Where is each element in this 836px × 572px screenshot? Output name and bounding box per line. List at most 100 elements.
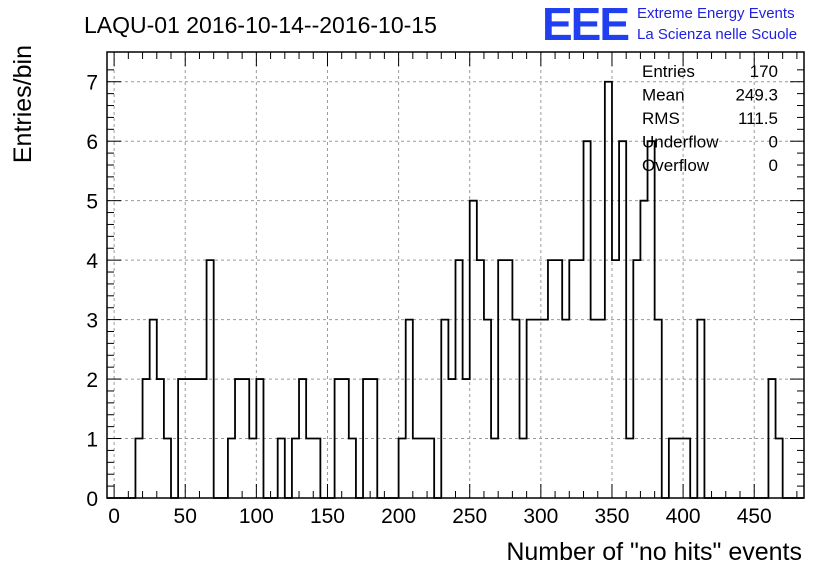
stats-label: Underflow xyxy=(642,133,719,152)
histogram-bin xyxy=(544,260,551,498)
histogram-bin xyxy=(231,379,238,498)
x-tick-label: 200 xyxy=(381,505,416,528)
histogram-bin xyxy=(466,201,473,498)
eee-logo: EEE Extreme Energy Events La Scienza nel… xyxy=(542,0,797,50)
histogram-bin xyxy=(189,379,196,498)
histogram-bin xyxy=(160,439,167,498)
stats-label: Overflow xyxy=(642,156,710,175)
y-tick-label: 7 xyxy=(86,72,98,95)
histogram-bin xyxy=(310,439,317,498)
histogram-bin xyxy=(772,439,779,498)
histogram-bin xyxy=(516,439,523,498)
logo-line-1: Extreme Energy Events xyxy=(637,5,795,22)
histogram-bin xyxy=(452,260,459,498)
x-axis-title: Number of "no hits" events xyxy=(506,538,802,566)
histogram-bin xyxy=(594,320,601,498)
histogram-bin xyxy=(345,439,352,498)
stats-label: Mean xyxy=(642,86,685,105)
x-tick-label: 400 xyxy=(666,505,701,528)
histogram-bin xyxy=(203,260,210,498)
x-tick-label: 300 xyxy=(523,505,558,528)
histogram-bin xyxy=(665,439,672,498)
histogram-bin xyxy=(509,320,516,498)
histogram-bin xyxy=(644,141,651,498)
axis-ticks xyxy=(107,52,804,499)
histogram-bin xyxy=(402,320,409,498)
histogram-bin xyxy=(274,439,281,498)
histogram-bin xyxy=(694,320,701,498)
y-tick-label: 5 xyxy=(86,191,98,214)
logo-letters: EEE xyxy=(542,0,628,50)
stats-value: 249.3 xyxy=(735,86,778,105)
histogram-bin xyxy=(359,379,366,498)
stats-value: 0 xyxy=(769,156,778,175)
chart-title: LAQU-01 2016-10-14--2016-10-15 xyxy=(84,12,437,38)
histogram-bin xyxy=(196,379,203,498)
histogram-bin xyxy=(523,320,530,498)
histogram-bin xyxy=(139,379,146,498)
histogram-bin xyxy=(672,439,679,498)
histogram-bin xyxy=(182,379,189,498)
histogram-bin xyxy=(566,260,573,498)
histogram-bin xyxy=(438,320,445,498)
histogram-bin xyxy=(480,320,487,498)
x-tick-label: 150 xyxy=(310,505,345,528)
histogram-bin xyxy=(331,379,338,498)
histogram-bin xyxy=(132,439,139,498)
histogram-bin xyxy=(338,379,345,498)
x-tick-label: 450 xyxy=(737,505,772,528)
x-tick-label: 250 xyxy=(452,505,487,528)
histogram-bin xyxy=(303,439,310,498)
stats-value: 0 xyxy=(769,133,778,152)
stats-value: 111.5 xyxy=(738,109,778,128)
logo-line-2: La Scienza nelle Scuole xyxy=(637,26,797,43)
stats-box: Entries 170 Mean 249.3 RMS 111.5 Underflow 0 Ove… xyxy=(642,62,778,175)
histogram-bin xyxy=(616,141,623,498)
histogram-bin xyxy=(409,439,416,498)
histogram-bin xyxy=(423,439,430,498)
histogram-bin xyxy=(637,201,644,498)
histogram-bin xyxy=(587,320,594,498)
x-tick-label: 0 xyxy=(108,505,120,528)
y-tick-labels: 0 1 2 3 4 5 6 7 xyxy=(86,72,98,511)
histogram-bin xyxy=(445,379,452,498)
histogram-bin xyxy=(552,260,559,498)
histogram-bin xyxy=(367,379,374,498)
histogram-bin xyxy=(246,439,253,498)
histogram-bin xyxy=(224,439,231,498)
x-tick-label: 100 xyxy=(239,505,274,528)
x-tick-label: 50 xyxy=(174,505,197,528)
stats-label: RMS xyxy=(642,109,680,128)
histogram-bin xyxy=(146,320,153,498)
histogram-bin xyxy=(488,439,495,498)
y-tick-label: 0 xyxy=(86,488,98,511)
histogram-bin xyxy=(601,82,608,498)
histogram-bin xyxy=(573,260,580,498)
histogram-bin xyxy=(495,260,502,498)
stats-value: 170 xyxy=(750,62,778,81)
histogram-bin xyxy=(630,260,637,498)
histogram-bin xyxy=(537,320,544,498)
y-tick-label: 2 xyxy=(86,369,98,392)
histogram-bin xyxy=(473,260,480,498)
histogram-bin xyxy=(459,379,466,498)
x-tick-label: 350 xyxy=(594,505,629,528)
histogram-bin xyxy=(502,260,509,498)
histogram-bin xyxy=(288,439,295,498)
histogram-bin xyxy=(651,320,658,498)
histogram-bin xyxy=(530,320,537,498)
y-tick-label: 1 xyxy=(86,429,98,452)
y-tick-label: 3 xyxy=(86,310,98,333)
x-tick-labels: 0 50 100 150 200 250 300 350 400 450 xyxy=(108,505,771,528)
histogram-bin xyxy=(153,379,160,498)
histogram-bin xyxy=(608,260,615,498)
y-tick-label: 6 xyxy=(86,131,98,154)
histogram-bin xyxy=(765,379,772,498)
y-axis-title: Entries/bin xyxy=(9,45,37,163)
histogram-bin xyxy=(239,379,246,498)
stats-label: Entries xyxy=(642,62,695,81)
histogram-bin xyxy=(175,379,182,498)
histogram-bin xyxy=(623,439,630,498)
histogram-bin xyxy=(416,439,423,498)
